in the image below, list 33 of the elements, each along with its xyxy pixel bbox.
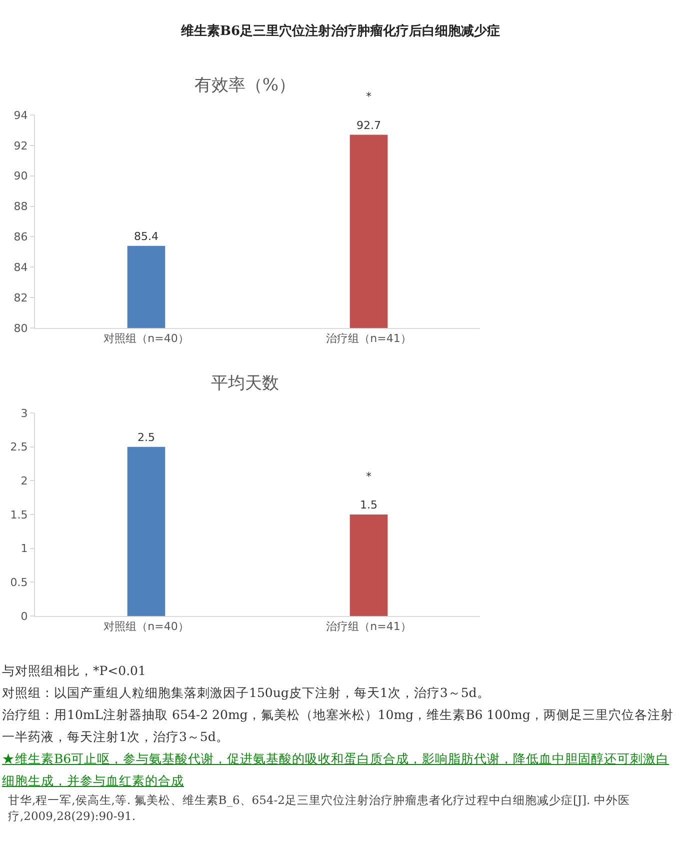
chart-title: 平均天数 <box>211 373 279 394</box>
text: 与对照组相比，*P<0.01 <box>2 662 147 680</box>
y-tick-label: 0 <box>20 610 28 623</box>
y-tick-label: 82 <box>14 291 28 304</box>
y-tick-label: 90 <box>14 170 28 183</box>
x-tick-label: 治疗组（n=41） <box>326 620 412 634</box>
data-label: 92.7 <box>356 118 381 132</box>
y-tick-label: 94 <box>14 108 28 122</box>
y-tick-label: 80 <box>14 322 28 335</box>
y-tick-label: 84 <box>14 260 28 274</box>
x-tick-label: 对照组（n=40） <box>104 332 189 346</box>
x-tick-label: 对照组（n=40） <box>104 620 189 634</box>
annotation: * <box>366 90 372 103</box>
text: ★维生素B6可止呕，参与氨基酸代谢，促进氨基酸的吸收和蛋白质合成，影响脂肪代谢，降低血中胆固醇还可刺激白细胞生成，并参与血红素的合成 <box>2 750 670 790</box>
data-label: 85.4 <box>134 230 158 243</box>
text: 对照组：以国产重组人粒细胞集落刺激因子150ug皮下注射，每天1次，治疗3～5d。 <box>2 684 491 702</box>
y-tick-label: 92 <box>14 139 28 152</box>
text: 甘华,程一军,侯高生,等. 氟美松、维生素B_6、654-2足三里穴位注射治疗肿瘤患者化疗过程中白细胞减少症[J]. 中外医疗,2009,28(29):90-91. <box>7 792 631 824</box>
y-tick-label: 86 <box>14 230 28 244</box>
y-tick-label: 2 <box>20 474 28 488</box>
y-tick-label: 1.5 <box>10 508 28 522</box>
chart-title: 维生素B6足三里穴位注射治疗肿瘤化疗后白细胞减少症 <box>180 22 502 40</box>
data-label: 2.5 <box>138 430 155 444</box>
annotation: * <box>366 470 372 483</box>
y-tick-label: 88 <box>14 200 28 214</box>
y-tick-label: 0.5 <box>10 576 28 590</box>
text: 治疗组：用10mL注射器抽取 654-2 20mg，氟美松（地塞米松）10mg，维生素B6 100mg，两侧足三里穴位各注射一半药液，每天注射1次，治疗3～5d。 <box>2 706 674 746</box>
data-label: 1.5 <box>360 498 378 512</box>
y-tick-label: 3 <box>20 406 28 420</box>
y-tick-label: 2.5 <box>10 440 28 454</box>
x-tick-label: 治疗组（n=41） <box>326 332 412 346</box>
chart-subtitle: 有效率（%） <box>194 76 296 96</box>
y-tick-label: 1 <box>20 542 28 556</box>
